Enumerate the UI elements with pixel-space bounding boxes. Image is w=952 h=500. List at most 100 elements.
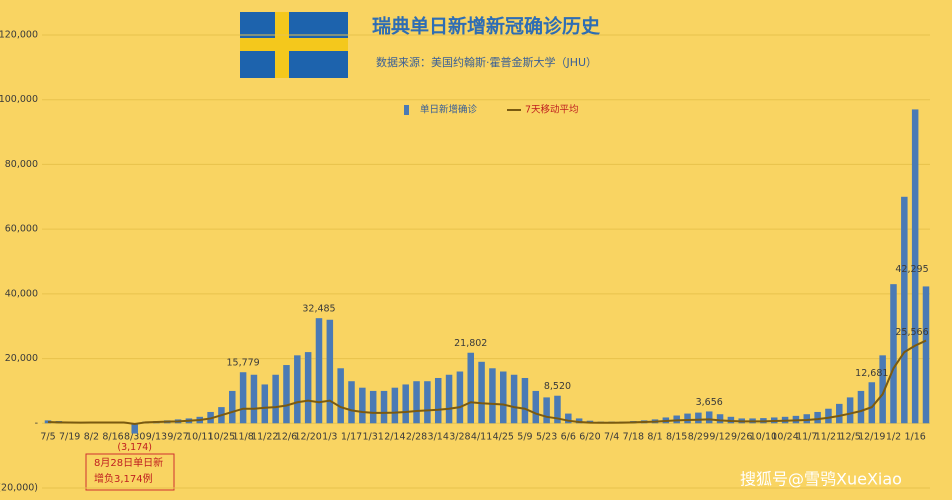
value-label: 32,485: [302, 304, 335, 315]
x-tick-label: 3/14: [428, 432, 449, 443]
x-tick-label: 8/16: [102, 432, 123, 443]
chart-title: 瑞典单日新增新冠确诊历史: [372, 15, 601, 38]
x-tick-label: 2/14: [384, 432, 405, 443]
bar: [814, 411, 821, 424]
bar: [510, 374, 518, 424]
bar: [543, 397, 550, 424]
bar: [304, 352, 312, 424]
bar: [272, 374, 279, 424]
subtitle: 数据来源：美国约翰斯·霍普金斯大学（JHU）: [376, 55, 597, 69]
bar: [922, 286, 930, 424]
y-tick-label: 100,000: [0, 94, 38, 105]
bar: [846, 397, 854, 424]
bar: [825, 408, 832, 424]
bar: [565, 413, 572, 424]
value-label: 3,656: [696, 397, 723, 408]
x-tick-label: 9/12: [709, 432, 730, 443]
bar: [554, 395, 561, 424]
legend-label: 单日新增确诊: [420, 104, 478, 116]
x-tick-label: 4/25: [493, 432, 514, 443]
bar: [359, 387, 366, 424]
x-tick-label: 4/11: [471, 432, 492, 443]
x-tick-label: 8/15: [666, 432, 687, 443]
y-tick-label: -: [35, 418, 38, 429]
bar: [131, 423, 138, 434]
watermark: 搜狐号@雪鸮XueXiao: [740, 470, 902, 489]
x-tick-label: 7/18: [623, 432, 644, 443]
flag: [240, 12, 348, 78]
bar: [803, 414, 811, 424]
bar: [716, 414, 724, 424]
bar: [911, 109, 919, 424]
bar: [521, 377, 529, 424]
bar: [391, 387, 399, 424]
bar: [239, 372, 247, 424]
x-tick-label: 1/3: [322, 432, 337, 443]
x-tick-label: 7/5: [40, 432, 55, 443]
value-label: 8,520: [544, 381, 571, 392]
bar: [445, 374, 453, 424]
bar: [250, 374, 258, 424]
value-label: 15,779: [226, 358, 259, 369]
legend-label: 7天移动平均: [525, 104, 579, 116]
x-tick-label: 12/20: [294, 432, 321, 443]
x-tick-label: 9/13: [146, 432, 167, 443]
bar: [348, 381, 355, 424]
x-tick-label: 8/30: [124, 432, 145, 443]
y-tick-label: (20,000): [0, 483, 38, 494]
x-tick-label: 1/2: [886, 432, 901, 443]
bar: [229, 390, 236, 424]
bar: [478, 361, 485, 424]
y-tick-label: 60,000: [5, 224, 38, 235]
bar: [434, 377, 442, 424]
bar: [261, 384, 269, 424]
x-tick-label: 2/28: [406, 432, 427, 443]
x-tick-label: 12/19: [858, 432, 885, 443]
x-tick-label: 1/31: [363, 432, 384, 443]
bar: [337, 368, 344, 424]
bar: [424, 381, 431, 424]
bar: [44, 420, 52, 424]
bar: [532, 390, 540, 424]
bar: [413, 381, 420, 424]
x-tick-label: 10/10: [750, 432, 777, 443]
x-tick-label: 10/25: [208, 432, 235, 443]
value-label: 42,295: [895, 264, 928, 275]
x-tick-label: 3/28: [449, 432, 470, 443]
bar: [695, 412, 702, 424]
x-tick-label: 11/22: [251, 432, 278, 443]
bar: [402, 384, 409, 424]
bar: [857, 390, 865, 424]
bar: [326, 319, 334, 424]
y-tick-label: 20,000: [5, 353, 38, 364]
x-tick-label: 12/6: [276, 432, 297, 443]
bar: [575, 418, 583, 424]
bar: [456, 371, 464, 424]
annotation-box: [85, 453, 175, 491]
bar: [294, 355, 301, 424]
y-tick-label: 80,000: [5, 159, 38, 170]
x-tick-label: 7/19: [59, 432, 80, 443]
x-tick-label: 1/17: [341, 432, 362, 443]
annotation: 8月28日单日新: [94, 456, 163, 469]
bar: [890, 284, 897, 424]
line: [47, 339, 927, 425]
x-tick-label: 10/11: [186, 432, 213, 443]
bar: [705, 411, 713, 424]
bar: [283, 365, 290, 424]
x-tick-label: 11/8: [232, 432, 253, 443]
value-label: 21,802: [454, 338, 487, 349]
x-tick-label: 11/21: [815, 432, 842, 443]
x-tick-label: 5/9: [517, 432, 532, 443]
x-tick-label: 1/16: [904, 432, 925, 443]
bar: [467, 352, 474, 424]
y-tick-label: 40,000: [5, 288, 38, 299]
y-tick-label: 120,000: [0, 30, 38, 41]
x-tick-label: 9/27: [167, 432, 188, 443]
x-tick-label: 9/26: [731, 432, 752, 443]
bar: [489, 368, 496, 424]
x-tick-label: 8/1: [647, 432, 662, 443]
x-tick-label: 12/5: [839, 432, 860, 443]
bar: [684, 413, 691, 424]
x-tick-label: 10/24: [771, 432, 798, 443]
